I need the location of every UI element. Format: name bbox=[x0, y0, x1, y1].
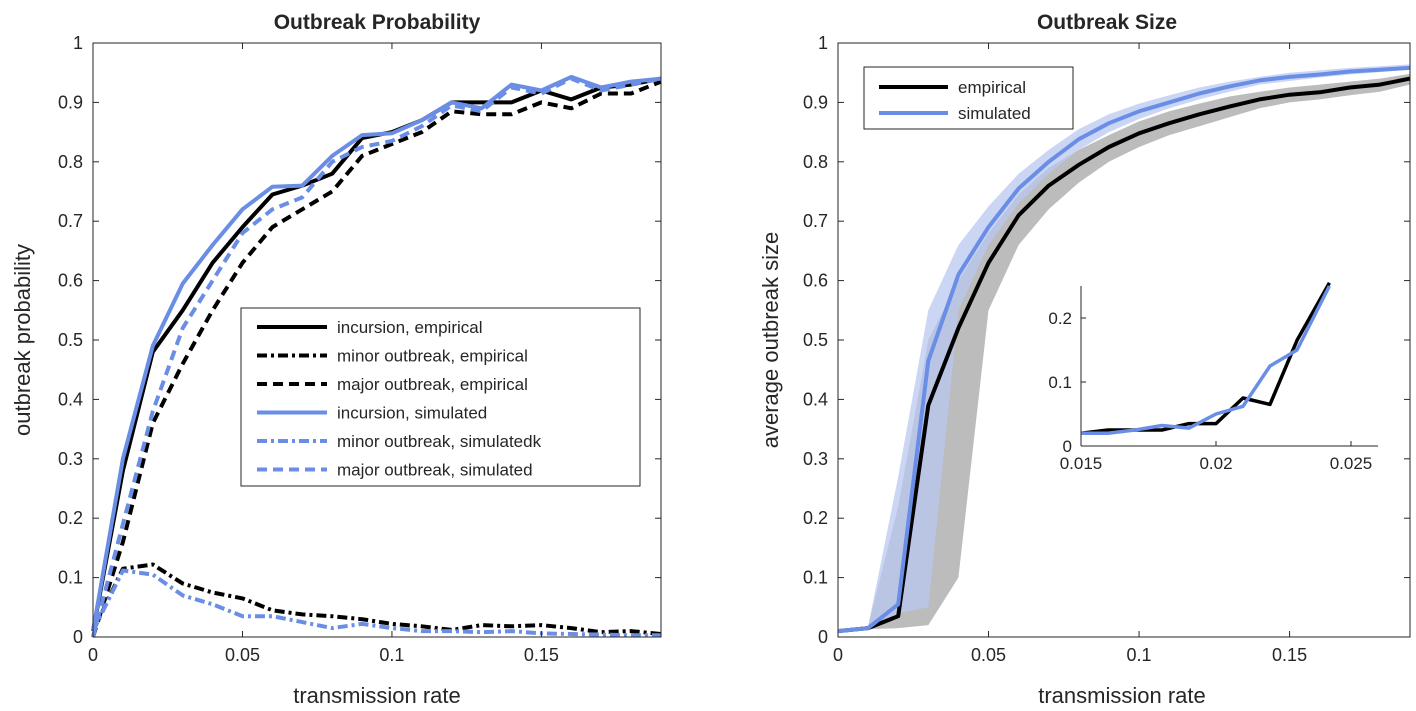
legend-label-incursion-simulated: incursion, simulated bbox=[337, 404, 487, 423]
inset-background bbox=[1054, 284, 1380, 446]
outbreak-size-plot-area bbox=[837, 64, 1411, 634]
inset-x-tick-label: 0.02 bbox=[1199, 454, 1232, 473]
outbreak-probability-title: Outbreak Probability bbox=[274, 11, 481, 34]
outbreak-probability-y-tick-label: 0.8 bbox=[58, 152, 83, 172]
outbreak-probability-legend: incursion, empirical minor outbreak, empi… bbox=[240, 307, 641, 487]
outbreak-probability-y-tick-label: 0.4 bbox=[58, 389, 83, 409]
series-line-empirical bbox=[837, 76, 1411, 634]
series-line-simulated bbox=[837, 65, 1411, 634]
outbreak-size-x-tick-label: 0 bbox=[833, 645, 843, 665]
outbreak-probability-panel: 0 0.05 0.1 0.15 0 0.1 0.2 0.3 0.4 0.5 0.6 0.7 0.8 0.9… bbox=[10, 11, 662, 708]
inset-y-tick-label: 0 bbox=[1063, 437, 1072, 456]
inset-axes: 0.015 0.02 0.025 0 0.1 0.2 bbox=[1048, 286, 1378, 473]
inset-x-tick-label: 0.015 bbox=[1060, 454, 1103, 473]
outbreak-probability-y-tick-label: 0.1 bbox=[58, 568, 83, 588]
series-line-minor-outbreak-empirical bbox=[91, 562, 662, 636]
outbreak-size-y-tick-label: 0.9 bbox=[803, 92, 828, 112]
outbreak-probability-legend-box bbox=[240, 307, 641, 487]
outbreak-probability-x-tick-label: 0 bbox=[88, 645, 98, 665]
outbreak-size-x-label: transmission rate bbox=[1038, 683, 1206, 708]
legend-label-minor-outbreak-simulatedk: minor outbreak, simulatedk bbox=[337, 432, 542, 451]
outbreak-size-legend: empirical simulated bbox=[863, 66, 1074, 130]
outbreak-probability-x-tick-label: 0.1 bbox=[379, 645, 404, 665]
legend-label-simulated: simulated bbox=[958, 104, 1031, 123]
outbreak-probability-ticks: 0 0.05 0.1 0.15 0 0.1 0.2 0.3 0.4 0.5 0.6 0.7 0.8 0.9… bbox=[58, 33, 661, 665]
outbreak-size-y-tick-label: 0.7 bbox=[803, 211, 828, 231]
outbreak-probability-x-tick-label: 0.05 bbox=[225, 645, 260, 665]
outbreak-probability-y-tick-label: 0.5 bbox=[58, 330, 83, 350]
outbreak-size-panel: 0 0.05 0.1 0.15 0 0.1 0.2 0.3 0.4 0.5 0.6 0.7 0.8 0.9… bbox=[758, 11, 1411, 708]
outbreak-size-legend-box bbox=[863, 66, 1074, 130]
outbreak-size-ticks: 0 0.05 0.1 0.15 0 0.1 0.2 0.3 0.4 0.5 0.6 0.7 0.8 0.9… bbox=[803, 33, 1410, 665]
legend-label-empirical: empirical bbox=[958, 78, 1026, 97]
outbreak-size-y-tick-label: 0.5 bbox=[803, 330, 828, 350]
outbreak-probability-y-tick-label: 0.3 bbox=[58, 449, 83, 469]
outbreak-probability-y-tick-label: 0.2 bbox=[58, 508, 83, 528]
outbreak-size-y-tick-label: 0.2 bbox=[803, 508, 828, 528]
outbreak-probability-plot-area bbox=[91, 74, 662, 638]
outbreak-probability-y-tick-label: 0.6 bbox=[58, 271, 83, 291]
outbreak-size-title: Outbreak Size bbox=[1037, 11, 1177, 34]
series-line-major-outbreak-empirical bbox=[91, 79, 662, 638]
outbreak-size-x-tick-label: 0.1 bbox=[1127, 645, 1152, 665]
outbreak-size-inset: 0.015 0.02 0.025 0 0.1 0.2 bbox=[1048, 281, 1380, 473]
outbreak-probability-y-tick-label: 1 bbox=[73, 33, 83, 53]
inset-x-tick-label: 0.025 bbox=[1330, 454, 1373, 473]
inset-plot-area bbox=[1080, 281, 1331, 435]
inset-series-line-simulated bbox=[1081, 285, 1331, 435]
outbreak-size-x-tick-label: 0.05 bbox=[971, 645, 1006, 665]
outbreak-size-y-tick-label: 0.6 bbox=[803, 271, 828, 291]
outbreak-size-y-tick-label: 0.3 bbox=[803, 449, 828, 469]
inset-y-tick-label: 0.1 bbox=[1048, 373, 1072, 392]
outbreak-size-y-label: average outbreak size bbox=[758, 232, 783, 448]
outbreak-probability-x-label: transmission rate bbox=[293, 683, 461, 708]
legend-label-major-outbreak-simulated: major outbreak, simulated bbox=[337, 461, 533, 480]
outbreak-size-y-tick-label: 0.4 bbox=[803, 389, 828, 409]
outbreak-size-y-tick-label: 1 bbox=[818, 33, 828, 53]
legend-label-incursion-empirical: incursion, empirical bbox=[337, 318, 483, 337]
series-line-incursion-simulated bbox=[91, 74, 662, 632]
legend-label-major-outbreak-empirical: major outbreak, empirical bbox=[337, 375, 528, 394]
outbreak-size-y-tick-label: 0 bbox=[818, 627, 828, 647]
legend-label-minor-outbreak-empirical: minor outbreak, empirical bbox=[337, 347, 528, 366]
inset-y-tick-label: 0.2 bbox=[1048, 309, 1072, 328]
outbreak-size-x-tick-label: 0.15 bbox=[1272, 645, 1307, 665]
outbreak-size-y-tick-label: 0.1 bbox=[803, 568, 828, 588]
outbreak-probability-x-tick-label: 0.15 bbox=[524, 645, 559, 665]
outbreak-probability-y-tick-label: 0 bbox=[73, 627, 83, 647]
outbreak-probability-y-tick-label: 0.9 bbox=[58, 92, 83, 112]
outbreak-probability-y-label: outbreak probability bbox=[10, 244, 35, 436]
outbreak-probability-y-tick-label: 0.7 bbox=[58, 211, 83, 231]
outbreak-size-y-tick-label: 0.8 bbox=[803, 152, 828, 172]
series-line-major-outbreak-simulated bbox=[91, 76, 662, 638]
